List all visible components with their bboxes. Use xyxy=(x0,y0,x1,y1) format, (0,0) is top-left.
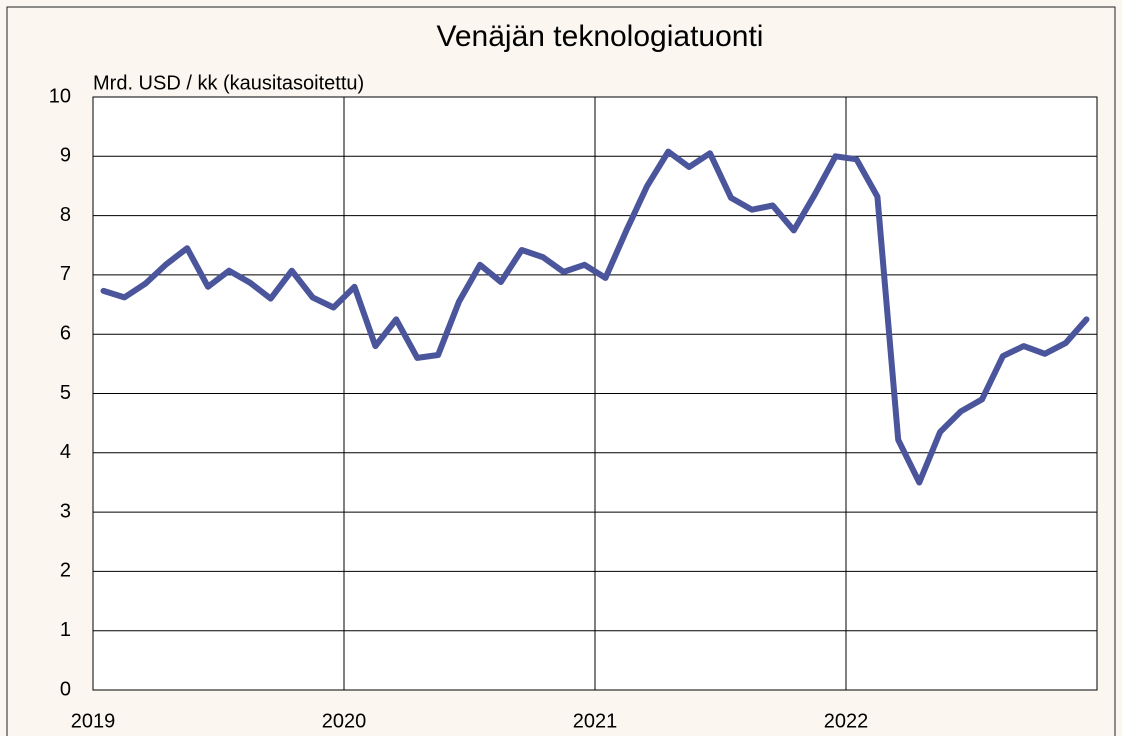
y-tick-label: 0 xyxy=(60,678,71,700)
y-tick-label: 1 xyxy=(60,619,71,641)
data-line xyxy=(100,148,1090,486)
y-axis-label: Mrd. USD / kk (kausitasoitettu) xyxy=(93,72,364,94)
y-tick-label: 2 xyxy=(60,560,71,582)
y-tick-label: 4 xyxy=(60,441,71,463)
y-tick-label: 8 xyxy=(60,204,71,226)
y-tick-label: 6 xyxy=(60,322,71,344)
y-tick-label: 10 xyxy=(49,85,71,107)
x-tick-label: 2020 xyxy=(322,710,367,732)
y-tick-label: 3 xyxy=(60,500,71,522)
plot-border xyxy=(92,96,1098,691)
y-tick-label: 7 xyxy=(60,263,71,285)
x-tick-label: 2022 xyxy=(824,710,869,732)
x-tick-label: 2019 xyxy=(71,710,116,732)
x-tick-label: 2021 xyxy=(573,710,618,732)
y-tick-label: 5 xyxy=(60,382,71,404)
chart-title: Venäjän teknologiatuonti xyxy=(437,20,764,53)
y-tick-label: 9 xyxy=(60,145,71,167)
